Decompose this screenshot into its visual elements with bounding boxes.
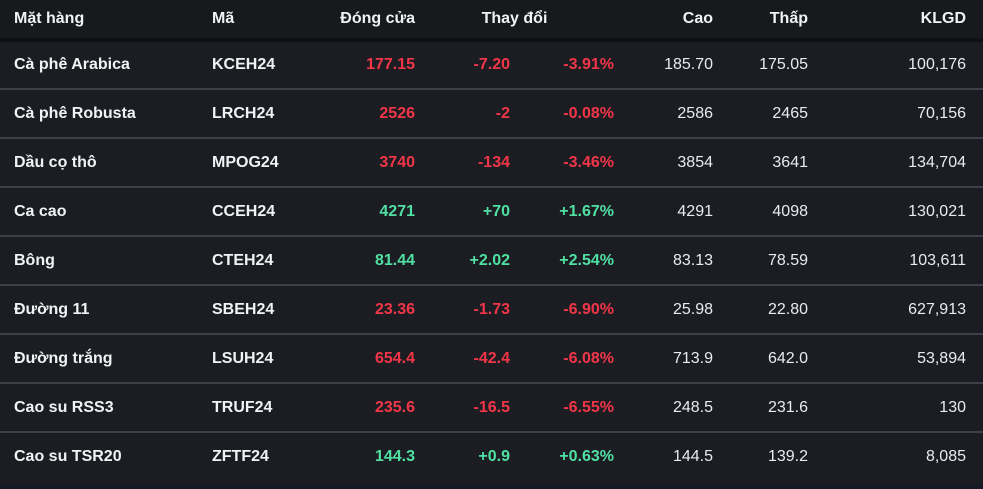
commodity-name-cell: Cà phê Robusta — [0, 88, 212, 138]
commodity-name-cell: Bông — [0, 235, 212, 285]
contract-code-cell: CCEH24 — [212, 186, 327, 236]
change-cell: -42.4 — [415, 333, 510, 383]
volume-cell: 130,021 — [808, 186, 983, 236]
high-cell: 713.9 — [614, 333, 713, 383]
commodity-name-cell: Đường trắng — [0, 333, 212, 383]
low-cell: 78.59 — [713, 235, 808, 285]
table-row[interactable]: Đường 11 SBEH24 23.36 -1.73 -6.90% 25.98… — [0, 284, 983, 334]
table-row[interactable]: Dầu cọ thô MPOG24 3740 -134 -3.46% 3854 … — [0, 137, 983, 187]
table-row[interactable]: Bông CTEH24 81.44 +2.02 +2.54% 83.13 78.… — [0, 235, 983, 285]
high-cell: 4291 — [614, 186, 713, 236]
low-cell: 2465 — [713, 88, 808, 138]
low-cell: 139.2 — [713, 431, 808, 481]
high-cell: 248.5 — [614, 382, 713, 432]
volume-cell: 100,176 — [808, 40, 983, 89]
table-row[interactable]: Ca cao CCEH24 4271 +70 +1.67% 4291 4098 … — [0, 186, 983, 236]
volume-cell: 53,894 — [808, 333, 983, 383]
change-cell: +2.02 — [415, 235, 510, 285]
close-price-cell: 235.6 — [327, 382, 415, 432]
table-row[interactable]: Cà phê Arabica KCEH24 177.15 -7.20 -3.91… — [0, 40, 983, 89]
contract-code-cell: SBEH24 — [212, 284, 327, 334]
high-cell: 25.98 — [614, 284, 713, 334]
close-price-cell: 81.44 — [327, 235, 415, 285]
contract-code-cell: MPOG24 — [212, 137, 327, 187]
low-cell: 642.0 — [713, 333, 808, 383]
change-cell: +70 — [415, 186, 510, 236]
bottom-scroll-track — [0, 484, 983, 489]
change-cell: -7.20 — [415, 40, 510, 89]
col-header-high: Cao — [614, 0, 713, 42]
low-cell: 4098 — [713, 186, 808, 236]
change-percent-cell: -6.55% — [510, 382, 614, 432]
commodity-name-cell: Đường 11 — [0, 284, 212, 334]
high-cell: 144.5 — [614, 431, 713, 481]
change-percent-cell: -3.46% — [510, 137, 614, 187]
price-table-body: Cà phê Arabica KCEH24 177.15 -7.20 -3.91… — [0, 40, 983, 481]
commodity-name-cell: Cao su RSS3 — [0, 382, 212, 432]
close-price-cell: 177.15 — [327, 40, 415, 89]
table-row[interactable]: Cà phê Robusta LRCH24 2526 -2 -0.08% 258… — [0, 88, 983, 138]
contract-code-cell: LSUH24 — [212, 333, 327, 383]
change-cell: -1.73 — [415, 284, 510, 334]
close-price-cell: 3740 — [327, 137, 415, 187]
price-table-header: Mặt hàng Mã Đóng cửa Thay đổi Cao Thấp K… — [0, 0, 983, 42]
commodity-name-cell: Cà phê Arabica — [0, 40, 212, 89]
col-header-volume: KLGD — [808, 0, 983, 42]
change-percent-cell: -6.90% — [510, 284, 614, 334]
table-row[interactable]: Cao su TSR20 ZFTF24 144.3 +0.9 +0.63% 14… — [0, 431, 983, 481]
col-header-commodity: Mặt hàng — [0, 0, 212, 42]
change-percent-cell: +0.63% — [510, 431, 614, 481]
close-price-cell: 4271 — [327, 186, 415, 236]
low-cell: 175.05 — [713, 40, 808, 89]
low-cell: 231.6 — [713, 382, 808, 432]
change-cell: -16.5 — [415, 382, 510, 432]
contract-code-cell: ZFTF24 — [212, 431, 327, 481]
high-cell: 185.70 — [614, 40, 713, 89]
volume-cell: 103,611 — [808, 235, 983, 285]
high-cell: 83.13 — [614, 235, 713, 285]
col-header-code: Mã — [212, 0, 327, 42]
volume-cell: 134,704 — [808, 137, 983, 187]
change-percent-cell: -6.08% — [510, 333, 614, 383]
high-cell: 3854 — [614, 137, 713, 187]
commodity-name-cell: Dầu cọ thô — [0, 137, 212, 187]
contract-code-cell: CTEH24 — [212, 235, 327, 285]
low-cell: 22.80 — [713, 284, 808, 334]
change-cell: -134 — [415, 137, 510, 187]
change-cell: -2 — [415, 88, 510, 138]
contract-code-cell: KCEH24 — [212, 40, 327, 89]
close-price-cell: 144.3 — [327, 431, 415, 481]
high-cell: 2586 — [614, 88, 713, 138]
commodity-name-cell: Cao su TSR20 — [0, 431, 212, 481]
close-price-cell: 23.36 — [327, 284, 415, 334]
change-percent-cell: +2.54% — [510, 235, 614, 285]
col-header-change: Thay đổi — [415, 0, 614, 42]
header-row: Mặt hàng Mã Đóng cửa Thay đổi Cao Thấp K… — [0, 0, 983, 42]
close-price-cell: 2526 — [327, 88, 415, 138]
table-row[interactable]: Cao su RSS3 TRUF24 235.6 -16.5 -6.55% 24… — [0, 382, 983, 432]
volume-cell: 130 — [808, 382, 983, 432]
commodity-name-cell: Ca cao — [0, 186, 212, 236]
change-percent-cell: -3.91% — [510, 40, 614, 89]
change-cell: +0.9 — [415, 431, 510, 481]
change-percent-cell: +1.67% — [510, 186, 614, 236]
contract-code-cell: TRUF24 — [212, 382, 327, 432]
volume-cell: 70,156 — [808, 88, 983, 138]
low-cell: 3641 — [713, 137, 808, 187]
volume-cell: 627,913 — [808, 284, 983, 334]
volume-cell: 8,085 — [808, 431, 983, 481]
col-header-low: Thấp — [713, 0, 808, 42]
table-row[interactable]: Đường trắng LSUH24 654.4 -42.4 -6.08% 71… — [0, 333, 983, 383]
close-price-cell: 654.4 — [327, 333, 415, 383]
change-percent-cell: -0.08% — [510, 88, 614, 138]
contract-code-cell: LRCH24 — [212, 88, 327, 138]
col-header-close: Đóng cửa — [327, 0, 415, 42]
